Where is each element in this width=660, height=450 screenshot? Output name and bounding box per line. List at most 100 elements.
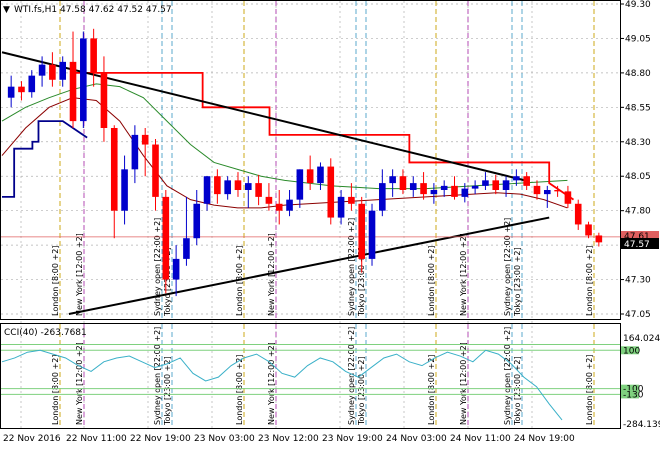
candle-body <box>595 235 603 243</box>
indicator-overlays <box>1 51 620 315</box>
candle-body <box>513 176 520 181</box>
candle-body <box>121 169 128 211</box>
candle-body <box>554 190 561 192</box>
time-tick-label: 24 Nov 03:00 <box>386 434 447 444</box>
candle-body <box>286 199 293 211</box>
candle-body <box>440 185 448 190</box>
candle-body <box>183 238 190 259</box>
candle-body <box>296 169 304 200</box>
candle-body <box>255 183 262 197</box>
candle-body <box>461 188 469 197</box>
time-tick-label: 23 Nov 12:00 <box>258 434 319 444</box>
candle-body <box>49 64 56 80</box>
candle-body <box>7 86 15 98</box>
candle-body <box>451 185 458 197</box>
candle-body <box>193 203 201 239</box>
cci-dn-badge <box>621 384 639 393</box>
session-label-cci: London [8:00 +2] <box>585 355 594 425</box>
session-label-cci: London [8:00 +2] <box>427 355 436 425</box>
cci-line <box>1 349 563 421</box>
candle-body <box>327 166 335 218</box>
candle-body <box>523 176 530 186</box>
candle-body <box>152 144 159 197</box>
candle-body <box>265 196 273 204</box>
support-step-line <box>2 120 88 198</box>
session-label: New York [12:00 +2] <box>75 233 84 316</box>
candle-body <box>409 183 417 190</box>
cci-max-label: 164.0242 <box>623 334 660 344</box>
trend-line <box>68 216 550 315</box>
session-label-cci: Sydney open [22:00 +2] <box>153 327 162 425</box>
candle-body <box>172 258 180 280</box>
session-label: Sydney open [22:00 +2] <box>347 218 356 316</box>
session-label: Sydney open [22:00 +2] <box>503 218 512 316</box>
candle-body <box>244 183 252 190</box>
price-tick-label: 47.80 <box>625 207 651 217</box>
candles <box>7 28 603 297</box>
candle-body <box>131 134 139 170</box>
symbol-header: WTI.fs,H1 47.58 47.62 47.52 47.57 <box>14 5 172 15</box>
candle-body <box>574 203 582 225</box>
price-marker-badge <box>621 231 659 241</box>
candle-body <box>275 203 283 211</box>
candle-body <box>214 176 221 195</box>
session-label: Tokyo [23:00 +2] <box>513 247 522 317</box>
candle-body <box>492 180 500 190</box>
cci-dn-alt-badge <box>621 390 639 399</box>
candle-body <box>80 38 87 122</box>
session-label: Tokyo [23:00 +2] <box>163 247 172 317</box>
candle-body <box>306 169 314 184</box>
cci-pane[interactable] <box>0 323 621 429</box>
candle-body <box>389 176 396 184</box>
candle-body <box>482 180 489 186</box>
session-label-cci: London [8:00 +2] <box>51 355 60 425</box>
last-price-badge <box>621 238 659 249</box>
price-tick-label: 49.05 <box>625 34 651 44</box>
candle-body <box>368 210 376 259</box>
price-tick-label: 48.05 <box>625 172 651 182</box>
cci-dn-label: -100 <box>623 385 644 395</box>
session-label: London [8:00 +2] <box>235 246 244 316</box>
session-label: London [8:00 +2] <box>585 246 594 316</box>
candle-body <box>234 180 242 190</box>
candle-body <box>110 128 118 211</box>
price-tick-label: 48.30 <box>625 138 651 148</box>
cci-header: CCI(40) -263.7681 <box>4 328 87 338</box>
candle-body <box>141 134 149 145</box>
session-label-cci: Tokyo [23:00 +2] <box>513 356 522 426</box>
cci-max-bg <box>621 333 659 343</box>
session-label-cci: Tokyo [23:00 +2] <box>357 356 366 426</box>
time-tick-label: 22 Nov 2016 <box>3 434 61 444</box>
session-label: London [8:00 +2] <box>427 246 436 316</box>
candle-body <box>420 183 427 195</box>
time-axis: 22 Nov 2016 22 Nov 11:00 22 Nov 19:00 23 No… <box>3 434 575 444</box>
price-tick-label: 47.30 <box>625 276 651 286</box>
candle-body <box>379 183 386 211</box>
session-label: New York [12:00 +2] <box>459 233 468 316</box>
price-axis: 49.3049.0548.8048.5548.3048.0547.8047.55… <box>620 0 651 320</box>
cci-min-label: -284.139 <box>623 420 660 430</box>
session-label-cci: Tokyo [23:00 +2] <box>163 356 172 426</box>
session-lines: London [8:00 +2] London [8:00 +2] New York… <box>51 1 595 428</box>
time-tick-label: 24 Nov 19:00 <box>514 434 575 444</box>
price-tick-label: 48.80 <box>625 69 651 79</box>
time-tick-label: 22 Nov 19:00 <box>130 434 191 444</box>
session-label: London [8:00 +2] <box>51 246 60 316</box>
candle-body <box>100 72 108 128</box>
candle-body <box>471 185 479 189</box>
candle-body <box>430 190 438 195</box>
candle-body <box>585 224 592 236</box>
session-label-cci: New York [12:00 +2] <box>459 342 468 425</box>
candle-body <box>317 166 324 184</box>
cci-axis: 164.0242 100 -100-130 -284.139 <box>621 333 660 430</box>
session-label-cci: Sydney open [22:00 +2] <box>503 327 512 425</box>
chart-down-arrow-icon[interactable]: ▼ <box>3 5 10 15</box>
candle-body <box>348 196 355 204</box>
ma-slow-line <box>1 97 568 209</box>
candle-body <box>502 180 510 190</box>
session-label: New York [12:00 +2] <box>267 233 276 316</box>
price-tick-label: 48.55 <box>625 103 651 113</box>
price-marker-text: 47.61 <box>624 232 650 242</box>
time-tick-label: 22 Nov 11:00 <box>66 434 127 444</box>
